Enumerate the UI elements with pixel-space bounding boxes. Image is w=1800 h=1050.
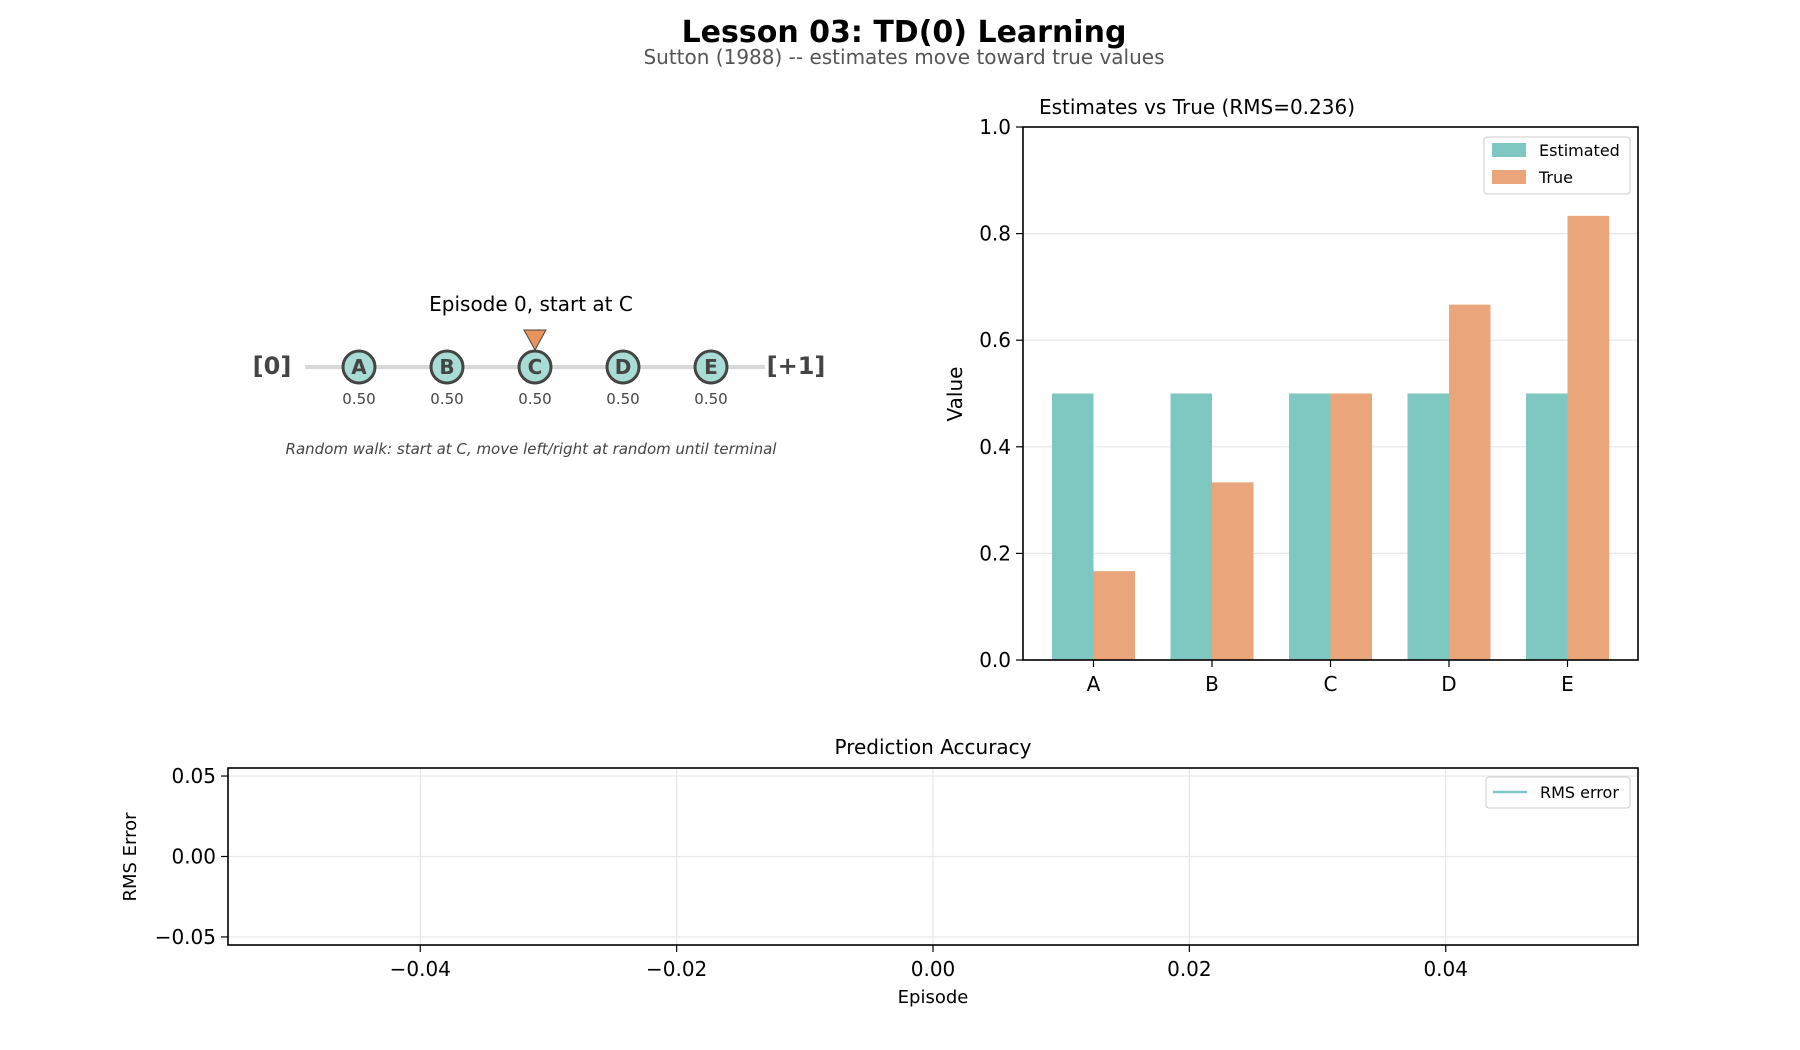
state-node-a — [341, 349, 377, 385]
bar-y-axis-label: Value — [943, 367, 967, 422]
line-x-tick-label: 0.02 — [1167, 957, 1212, 981]
line-y-tick-label: 0.00 — [171, 845, 216, 869]
bar-estimated-a — [1052, 393, 1094, 660]
bar-x-tick-label-c: C — [1324, 672, 1338, 696]
line-legend-box — [1485, 776, 1631, 809]
bar-true-b — [1212, 482, 1254, 660]
bar-legend: Estimated True — [1483, 136, 1631, 195]
bar-y-tick-label: 0.2 — [979, 541, 1011, 565]
walk-caption: Random walk: start at C, move left/right… — [286, 440, 778, 458]
bar-estimated-e — [1526, 393, 1568, 660]
line-y-axis-label: RMS Error — [120, 812, 141, 902]
line-legend: RMS error — [1485, 776, 1631, 809]
figure-title: Lesson 03: TD(0) Learning — [682, 15, 1127, 50]
bar-y-tick-label: 0.8 — [979, 222, 1011, 246]
bar-x-tick-label-b: B — [1205, 672, 1219, 696]
bar-x-tick-label-d: D — [1441, 672, 1456, 696]
bar-estimated-b — [1170, 393, 1212, 660]
bar-chart-title: Estimates vs True (RMS=0.236) — [1039, 95, 1355, 119]
bar-y-tick-label: 1.0 — [979, 115, 1011, 139]
line-x-tick-label: 0.00 — [911, 957, 956, 981]
line-chart: Prediction Accuracy −0.05 0.00 0.05 −0.04 −… — [120, 735, 1639, 1008]
legend-label-true: True — [1538, 168, 1573, 187]
bar-x-tick-label-e: E — [1561, 672, 1574, 696]
bar-y-tick-label: 0.0 — [979, 648, 1011, 672]
bar-true-a — [1093, 571, 1135, 660]
state-label-e: E — [704, 355, 718, 379]
random-walk-diagram: Episode 0, start at C [0] [+1] A 0.50 B 0.5… — [253, 292, 826, 458]
bar-y-tick-label: 0.6 — [979, 328, 1011, 352]
line-x-tick-label: 0.04 — [1423, 957, 1468, 981]
state-label-a: A — [351, 355, 367, 379]
legend-swatch-true — [1492, 170, 1526, 184]
line-chart-title: Prediction Accuracy — [834, 735, 1031, 759]
line-y-tick-label: 0.05 — [171, 764, 216, 788]
state-node-d — [605, 349, 641, 385]
state-value-d: 0.50 — [606, 390, 639, 408]
bar-estimated-d — [1407, 393, 1449, 660]
current-state-marker — [523, 329, 547, 352]
line-x-axis-label: Episode — [898, 987, 969, 1008]
legend-label-rms-error: RMS error — [1540, 783, 1619, 802]
legend-label-estimated: Estimated — [1539, 141, 1620, 160]
legend-swatch-estimated — [1492, 143, 1526, 157]
episode-label: Episode 0, start at C — [429, 292, 633, 316]
left-terminal: [0] — [253, 352, 292, 380]
bar-true-d — [1449, 304, 1491, 660]
state-label-b: B — [439, 355, 454, 379]
line-x-tick-label: −0.04 — [390, 957, 451, 981]
state-value-e: 0.50 — [694, 390, 727, 408]
right-terminal: [+1] — [767, 352, 826, 380]
bar-x-tick-label-a: A — [1087, 672, 1101, 696]
bar-estimated-c — [1289, 393, 1331, 660]
state-value-b: 0.50 — [430, 390, 463, 408]
state-value-c: 0.50 — [518, 390, 551, 408]
state-label-c: C — [528, 355, 543, 379]
figure-subtitle: Sutton (1988) -- estimates move toward t… — [643, 45, 1164, 69]
line-x-tick-label: −0.02 — [646, 957, 707, 981]
bar-true-c — [1330, 393, 1372, 660]
state-value-a: 0.50 — [342, 390, 375, 408]
bar-true-e — [1567, 215, 1609, 660]
state-label-d: D — [615, 355, 632, 379]
line-y-tick-label: −0.05 — [155, 925, 216, 949]
bar-chart: Estimates vs True (RMS=0.236) 0.0 0.2 0.4 0… — [943, 95, 1639, 696]
state-node-e — [693, 349, 729, 385]
state-node-b — [429, 349, 465, 385]
bar-y-tick-label: 0.4 — [979, 435, 1011, 459]
